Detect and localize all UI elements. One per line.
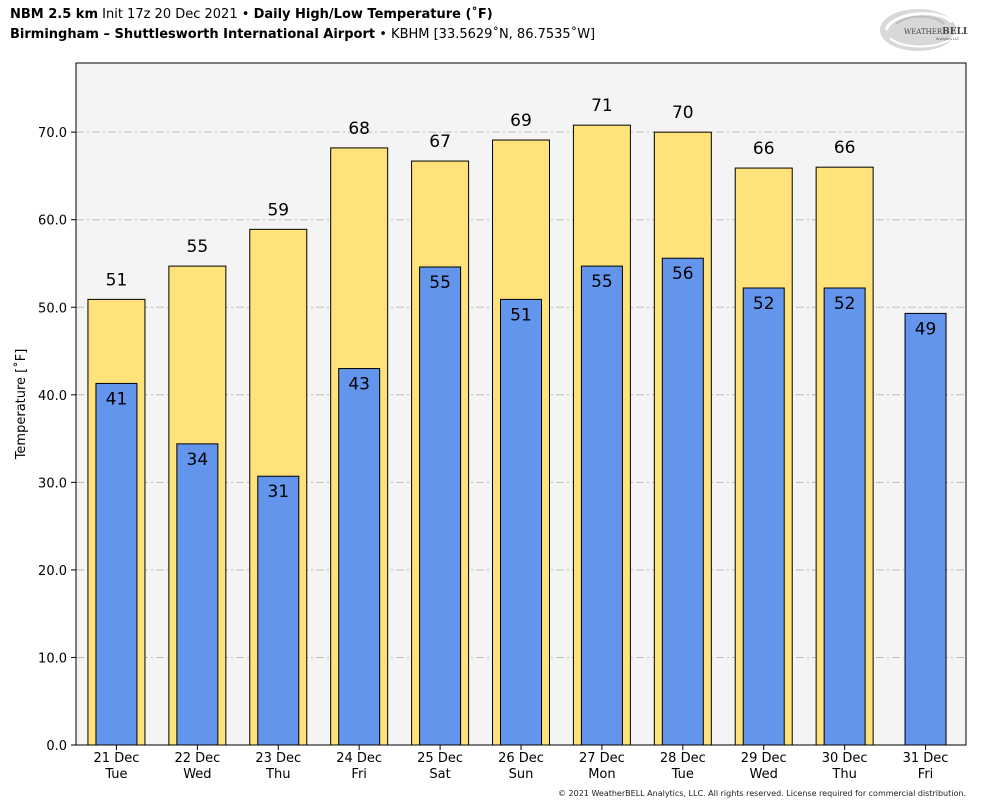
y-tick-label: 70.0 bbox=[38, 126, 67, 141]
x-tick-date: 22 Dec bbox=[174, 751, 220, 766]
x-tick-date: 30 Dec bbox=[822, 751, 868, 766]
low-temp-label: 34 bbox=[187, 450, 209, 470]
model-name: NBM 2.5 km bbox=[10, 7, 98, 22]
high-temp-label: 71 bbox=[591, 96, 613, 116]
low-temp-bar bbox=[580, 265, 623, 746]
logo-text: WEATHERBELL bbox=[904, 27, 968, 37]
station-name: Birmingham – Shuttlesworth International… bbox=[10, 27, 376, 42]
high-temp-label: 67 bbox=[429, 132, 451, 152]
low-temp-bar bbox=[176, 443, 219, 746]
x-tick-day: Wed bbox=[183, 767, 211, 782]
high-temp-label: 66 bbox=[834, 138, 856, 158]
low-temp-bar bbox=[338, 368, 381, 746]
high-temp-label: 59 bbox=[267, 200, 289, 220]
high-temp-label: 70 bbox=[672, 103, 694, 123]
x-tick-date: 23 Dec bbox=[255, 751, 301, 766]
separator: • bbox=[379, 27, 387, 42]
init-time: Init 17z 20 Dec 2021 bbox=[102, 7, 238, 22]
low-temp-label: 41 bbox=[106, 389, 128, 409]
low-temp-bar bbox=[419, 266, 462, 746]
x-tick-date: 28 Dec bbox=[660, 751, 706, 766]
low-temp-label: 51 bbox=[510, 305, 532, 325]
data-labels: 51 41 55 34 59 31 68 43 67 55 69 51 71 55 70 56 66 52 66 52… bbox=[106, 96, 937, 502]
x-tick-date: 29 Dec bbox=[741, 751, 787, 766]
y-tick-label: 30.0 bbox=[38, 476, 67, 491]
low-temp-label: 52 bbox=[753, 294, 775, 314]
x-tick-date: 26 Dec bbox=[498, 751, 544, 766]
x-tick-day: Sat bbox=[429, 767, 450, 782]
x-tick-date: 31 Dec bbox=[903, 751, 949, 766]
low-temp-label: 49 bbox=[915, 319, 937, 339]
x-tick-day: Fri bbox=[918, 767, 934, 782]
low-temp-label: 55 bbox=[591, 272, 613, 292]
low-temp-label: 31 bbox=[267, 482, 289, 502]
chart-title-line-1: NBM 2.5 km Init 17z 20 Dec 2021 • Daily … bbox=[10, 7, 493, 22]
copyright-notice: © 2021 WeatherBELL Analytics, LLC. All r… bbox=[558, 789, 966, 798]
low-temp-bar bbox=[257, 475, 300, 746]
product-title: Daily High/Low Temperature (˚F) bbox=[253, 7, 493, 22]
x-tick-date: 21 Dec bbox=[94, 751, 140, 766]
chart-title-line-2: Birmingham – Shuttlesworth International… bbox=[10, 27, 595, 42]
x-tick-day: Tue bbox=[104, 767, 127, 782]
low-temp-label: 55 bbox=[429, 273, 451, 293]
x-tick-day: Wed bbox=[750, 767, 778, 782]
x-tick-day: Fri bbox=[351, 767, 367, 782]
low-temp-bar bbox=[823, 287, 866, 746]
low-temp-bar bbox=[904, 312, 947, 746]
separator: • bbox=[241, 7, 250, 22]
x-tick-date: 25 Dec bbox=[417, 751, 463, 766]
y-axis-label: Temperature [˚F] bbox=[13, 349, 29, 461]
y-tick-label: 10.0 bbox=[38, 651, 67, 666]
bars bbox=[87, 124, 947, 746]
y-tick-label: 0.0 bbox=[46, 739, 67, 754]
high-temp-label: 69 bbox=[510, 111, 532, 131]
y-tick-label: 50.0 bbox=[38, 301, 67, 316]
x-tick-date: 24 Dec bbox=[336, 751, 382, 766]
low-temp-bar bbox=[742, 287, 785, 746]
high-temp-label: 66 bbox=[753, 139, 775, 159]
low-temp-label: 52 bbox=[834, 294, 856, 314]
high-temp-label: 51 bbox=[106, 270, 128, 290]
low-temp-label: 43 bbox=[348, 375, 370, 395]
y-axis: 0.0 10.0 20.0 30.0 40.0 50.0 60.0 70.0 bbox=[38, 126, 76, 754]
low-temp-bar bbox=[661, 257, 704, 746]
weatherbell-logo-icon: WEATHERBELL Analytics LLC bbox=[880, 9, 968, 51]
y-tick-label: 60.0 bbox=[38, 214, 67, 229]
y-tick-label: 40.0 bbox=[38, 389, 67, 404]
low-temp-label: 56 bbox=[672, 264, 694, 284]
x-tick-day: Mon bbox=[588, 767, 615, 782]
y-tick-label: 20.0 bbox=[38, 564, 67, 579]
low-temp-bar bbox=[95, 382, 138, 746]
station-info: KBHM [33.5629˚N, 86.7535˚W] bbox=[391, 27, 596, 42]
x-tick-day: Sun bbox=[509, 767, 534, 782]
high-temp-label: 68 bbox=[348, 119, 370, 139]
low-temp-bar bbox=[500, 298, 542, 746]
x-tick-day: Thu bbox=[265, 767, 290, 782]
logo-subtext: Analytics LLC bbox=[936, 37, 960, 41]
x-tick-day: Tue bbox=[671, 767, 694, 782]
high-temp-label: 55 bbox=[187, 237, 209, 257]
x-tick-day: Thu bbox=[831, 767, 856, 782]
x-tick-date: 27 Dec bbox=[579, 751, 625, 766]
